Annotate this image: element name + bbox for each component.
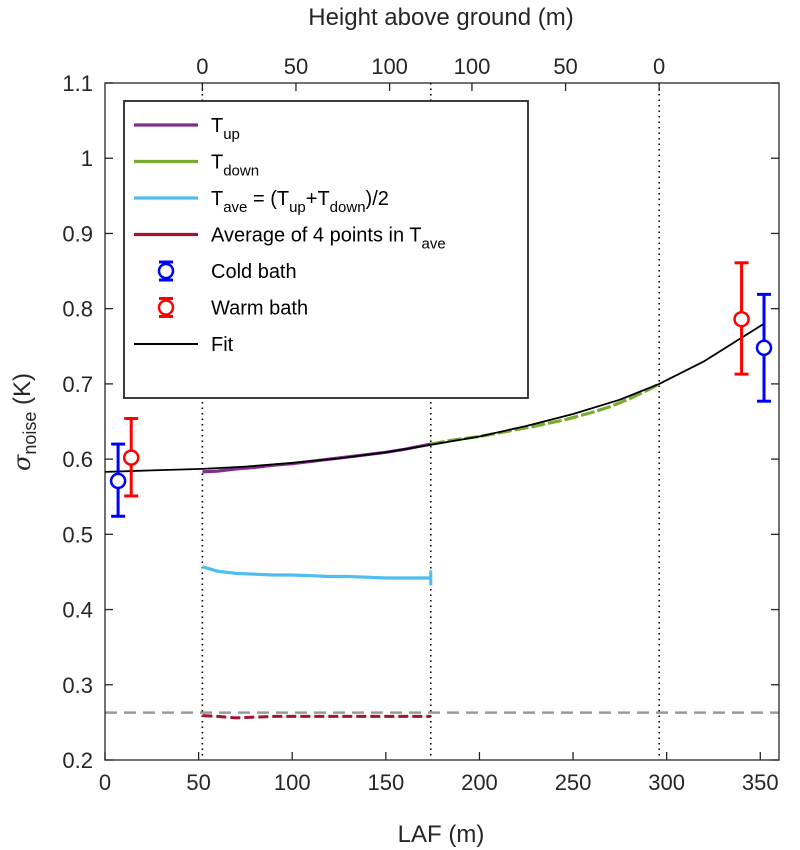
legend-label: Warm bath bbox=[211, 298, 308, 320]
legend-entry-t-ave: Tave = (Tup+Tdown)/2 bbox=[134, 188, 389, 216]
legend-label: Average of 4 points in Tave bbox=[211, 225, 446, 253]
y-axis-symbol: σ bbox=[8, 454, 36, 471]
x-tick-label: 200 bbox=[461, 770, 498, 795]
legend-label-subscript: ave bbox=[422, 236, 446, 253]
y-tick-label: 1 bbox=[81, 146, 93, 171]
legend-swatch-marker bbox=[157, 299, 175, 316]
errorbar-warm bbox=[122, 416, 140, 498]
y-tick-label: 0.8 bbox=[62, 297, 93, 322]
legend-label-subscript: ave bbox=[223, 199, 247, 216]
legend-entry-warm: Warm bath bbox=[157, 297, 308, 320]
top-x-tick-label: 100 bbox=[371, 54, 408, 79]
legend-label-part: Average of 4 points in T bbox=[211, 225, 422, 247]
legend-label-subscript: up bbox=[223, 126, 240, 143]
top-x-axis-title: Height above ground (m) bbox=[308, 4, 573, 31]
legend-label-part: T bbox=[211, 152, 223, 174]
data-series bbox=[104, 322, 765, 720]
bath-errorbars bbox=[109, 261, 773, 518]
y-tick-label: 0.9 bbox=[62, 221, 93, 246]
legend-box bbox=[123, 100, 529, 399]
series-line-t-ave bbox=[201, 565, 431, 580]
x-tick-label: 300 bbox=[648, 770, 685, 795]
y-axis-unit: (K) bbox=[9, 373, 36, 412]
y-tick-label: 0.5 bbox=[62, 522, 93, 547]
legend-label-subscript: up bbox=[289, 199, 306, 216]
legend-label-subscript: down bbox=[223, 163, 259, 180]
y-axis-title: σnoise (K) bbox=[8, 373, 40, 471]
y-tick-label: 0.4 bbox=[62, 598, 93, 623]
errorbar-marker bbox=[755, 339, 773, 357]
legend-label-part: T bbox=[211, 188, 223, 210]
x-tick-label: 100 bbox=[274, 770, 311, 795]
top-x-tick-label: 50 bbox=[553, 54, 577, 79]
series-line-avg4 bbox=[202, 714, 431, 720]
y-tick-label: 0.3 bbox=[62, 673, 93, 698]
y-tick-label: 0.2 bbox=[62, 748, 93, 773]
top-x-tick-label: 0 bbox=[653, 54, 665, 79]
x-tick-label: 250 bbox=[555, 770, 592, 795]
errorbar-marker bbox=[122, 449, 140, 466]
legend-label-part: T bbox=[211, 115, 223, 137]
series-line-fit bbox=[104, 322, 765, 473]
legend-label-subscript: down bbox=[330, 199, 366, 216]
legend-label: Tave = (Tup+Tdown)/2 bbox=[211, 188, 389, 216]
y-tick-label: 0.7 bbox=[62, 372, 93, 397]
y-axis-subscript: noise bbox=[20, 412, 40, 455]
top-x-tick-label: 0 bbox=[196, 54, 208, 79]
errorbar-marker bbox=[733, 310, 750, 328]
errorbar-warm bbox=[733, 261, 750, 376]
legend-label: Fit bbox=[211, 334, 234, 356]
legend-label-part: +T bbox=[306, 188, 330, 210]
legend-label: Tdown bbox=[211, 152, 259, 180]
y-tick-label: 0.6 bbox=[62, 447, 93, 472]
legend-label-part: )/2 bbox=[366, 188, 389, 210]
legend-swatch-marker bbox=[157, 262, 175, 280]
x-tick-label: 0 bbox=[99, 770, 111, 795]
legend-label-part: Fit bbox=[211, 334, 234, 356]
axes: 0 50 100 150 200 250 300 3500.20.30.40.50.60.70… bbox=[62, 54, 779, 795]
legend-label: Cold bath bbox=[211, 261, 297, 283]
top-x-tick-label: 50 bbox=[284, 54, 308, 79]
legend-entry-avg4: Average of 4 points in Tave bbox=[134, 225, 446, 253]
y-tick-label: 1.1 bbox=[62, 71, 93, 96]
legend-label-part: Warm bath bbox=[211, 298, 308, 320]
errorbar-marker bbox=[109, 472, 127, 490]
x-tick-label: 50 bbox=[186, 770, 210, 795]
legend-label: Tup bbox=[211, 115, 240, 143]
errorbar-cold bbox=[109, 442, 127, 518]
legend-label-part: = (T bbox=[247, 188, 289, 210]
legend-entry-fit: Fit bbox=[134, 334, 234, 356]
legend-entry-t-down: Tdown bbox=[134, 152, 259, 180]
legend-label-part: Cold bath bbox=[211, 261, 297, 283]
legend-entry-cold: Cold bath bbox=[157, 260, 297, 283]
x-axis-title: LAF (m) bbox=[398, 821, 485, 848]
errorbar-cold bbox=[755, 292, 773, 403]
top-x-tick-label: 100 bbox=[454, 54, 491, 79]
legend-entry-t-up: Tup bbox=[134, 115, 240, 143]
x-tick-label: 150 bbox=[367, 770, 404, 795]
x-tick-label: 350 bbox=[742, 770, 779, 795]
plot-frame bbox=[104, 82, 780, 761]
